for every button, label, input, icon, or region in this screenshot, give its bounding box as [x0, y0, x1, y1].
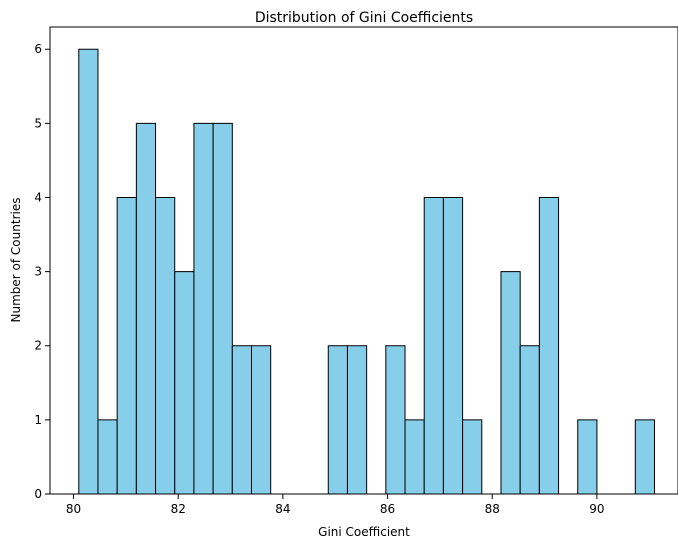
histogram-bar	[442, 196, 464, 495]
histogram-bar	[385, 345, 406, 495]
histogram-bar	[251, 345, 272, 495]
bars-group	[78, 48, 655, 495]
x-tick-label: 82	[171, 502, 186, 516]
histogram-bar	[231, 345, 252, 495]
histogram-bar	[327, 345, 348, 495]
histogram-bar	[462, 419, 483, 495]
y-axis: 0 1 2 3 4 5 6	[34, 42, 50, 501]
histogram-bar	[116, 196, 137, 495]
x-axis-title: Gini Coefficient	[318, 525, 410, 539]
histogram-bar	[78, 48, 99, 495]
y-tick-label: 0	[34, 487, 42, 501]
histogram-bar	[423, 196, 444, 495]
y-axis-title: Number of Countries	[9, 198, 23, 323]
histogram-bar	[346, 345, 368, 495]
histogram-bar	[577, 419, 598, 495]
x-tick-label: 90	[589, 502, 604, 516]
histogram-bar	[135, 122, 157, 495]
x-tick-label: 86	[380, 502, 395, 516]
histogram-bar	[500, 271, 521, 495]
x-axis: 80 82 84 86 88 90	[66, 494, 605, 516]
histogram-bar	[174, 271, 195, 495]
histogram-bar	[193, 122, 214, 495]
histogram-bar	[97, 419, 118, 495]
y-tick-label: 4	[34, 190, 42, 204]
chart-title: Distribution of Gini Coefficients	[255, 10, 473, 26]
x-tick-label: 84	[275, 502, 290, 516]
y-tick-label: 1	[34, 413, 42, 427]
histogram-bar	[538, 196, 560, 495]
y-tick-label: 3	[34, 265, 42, 279]
histogram-bar	[155, 196, 176, 495]
histogram-bar	[634, 419, 655, 495]
histogram-bar	[212, 122, 233, 495]
x-tick-label: 80	[66, 502, 81, 516]
x-tick-label: 88	[485, 502, 500, 516]
y-tick-label: 5	[34, 116, 42, 130]
y-tick-label: 2	[34, 339, 42, 353]
y-tick-label: 6	[34, 42, 42, 56]
plot-frame	[49, 26, 678, 495]
histogram-bar	[404, 419, 425, 495]
histogram-bar	[519, 345, 540, 495]
